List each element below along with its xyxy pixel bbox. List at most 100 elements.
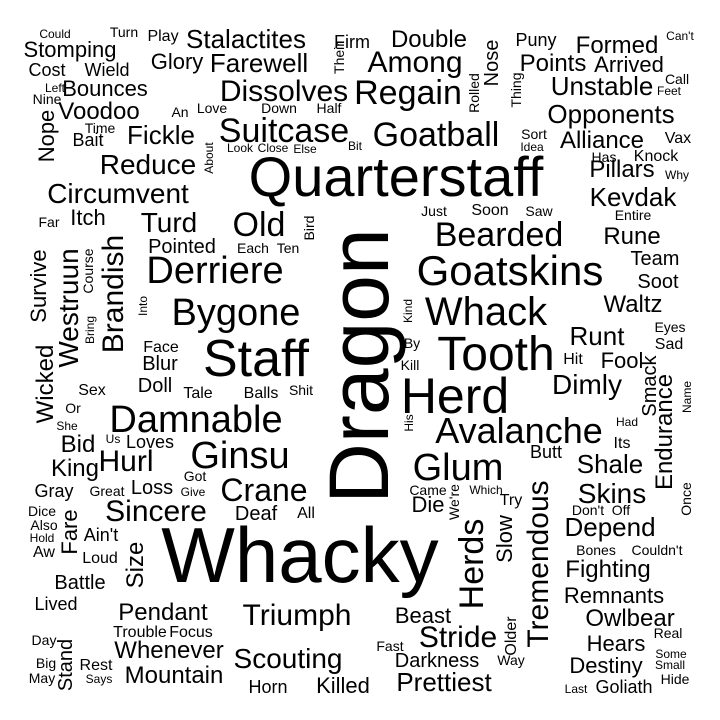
word-hurl: Hurl [98, 445, 153, 478]
word-whack: Whack [425, 290, 548, 334]
word-rolled: Rolled [466, 73, 482, 113]
word-day: Day [32, 632, 57, 648]
word-wicked: Wicked [32, 345, 59, 424]
word-crane: Crane [220, 472, 307, 508]
word-endurance: Endurance [651, 374, 678, 490]
word-loud: Loud [82, 550, 118, 567]
word-reduce: Reduce [100, 149, 197, 180]
word-down: Down [261, 100, 297, 116]
word-tremendous: Tremendous [522, 480, 555, 647]
word-turn: Turn [110, 24, 138, 40]
word-their: Their [331, 42, 347, 74]
word-westruun: Westruun [53, 248, 84, 367]
word-slow: Slow [492, 515, 517, 563]
word-stalactites: Stalactites [186, 24, 306, 54]
word-once: Once [678, 482, 694, 516]
word-hears: Hears [587, 631, 646, 656]
word-hit: Hit [563, 351, 583, 368]
word-name: Name [680, 381, 694, 413]
word-give: Give [181, 485, 206, 499]
word-goatskins: Goatskins [417, 247, 604, 294]
word-vax: Vax [665, 130, 691, 147]
word-tooth: Tooth [437, 328, 554, 381]
word-horn: Horn [248, 677, 287, 697]
word-try: Try [500, 492, 523, 509]
word-quarterstaff: Quarterstaff [249, 145, 544, 208]
word-staff: Staff [203, 330, 310, 388]
word-far: Far [39, 214, 60, 230]
word-goatball: Goatball [373, 116, 500, 154]
word-pendant: Pendant [118, 599, 208, 626]
word-pillars: Pillars [589, 156, 654, 183]
word-tale: Tale [183, 385, 212, 402]
word-avalanche: Avalanche [435, 410, 602, 451]
word-mountain: Mountain [125, 662, 224, 689]
word-came: Came [409, 482, 447, 498]
word-loss: Loss [131, 477, 173, 499]
word-rune: Rune [603, 223, 660, 250]
word-among: Among [367, 46, 462, 79]
word-butt: Butt [530, 442, 562, 462]
word-don-t: Don't [572, 502, 604, 518]
word-team: Team [631, 248, 680, 270]
word-herd: Herd [401, 368, 509, 424]
word-idea: Idea [520, 140, 544, 154]
word-dragon: Dragon [312, 228, 406, 504]
word-alliance: Alliance [560, 127, 644, 154]
word-by: By [404, 335, 420, 351]
word-whacky: Whacky [161, 511, 438, 599]
word-lived: Lived [34, 594, 77, 614]
word-small: Small [655, 658, 685, 672]
word-dimly: Dimly [552, 369, 622, 400]
word-kevdak: Kevdak [590, 182, 678, 212]
word-time: Time [85, 120, 116, 136]
word-couldn-t: Couldn't [632, 542, 683, 558]
word-focus: Focus [169, 624, 213, 641]
word-fickle: Fickle [127, 120, 195, 150]
word-entire: Entire [615, 207, 652, 223]
word-farewell: Farewell [210, 48, 308, 78]
word-fast: Fast [376, 638, 403, 654]
word-whenever: Whenever [114, 637, 223, 664]
word-ten: Ten [277, 240, 300, 256]
word-fool: Fool [601, 348, 644, 373]
word-doll: Doll [138, 375, 172, 397]
word-dice: Dice [28, 503, 56, 519]
word-waltz: Waltz [603, 291, 662, 318]
word-his: His [402, 414, 416, 431]
word-all: All [297, 505, 315, 522]
word-knock: Knock [634, 148, 679, 165]
word-big: Big [36, 655, 56, 671]
word-which: Which [469, 483, 502, 497]
word-older: Older [503, 616, 520, 656]
word-runt: Runt [570, 321, 626, 351]
word-shit: Shit [289, 382, 313, 398]
word-love: Love [197, 100, 228, 116]
word-look: Look [227, 141, 254, 155]
word-some: Some [655, 647, 687, 661]
word-just: Just [421, 203, 447, 219]
word-damnable: Damnable [109, 399, 282, 441]
word-herds: Herds [453, 519, 491, 610]
word-way: Way [497, 652, 524, 668]
word-bygone: Bygone [172, 292, 301, 334]
word-triumph: Triumph [243, 599, 352, 632]
word-darkness: Darkness [395, 650, 479, 672]
word-aw: Aw [33, 544, 55, 561]
word-size: Size [122, 542, 149, 589]
word-loves: Loves [126, 432, 174, 452]
word-wield: Wield [84, 60, 129, 80]
word-bearded: Bearded [435, 216, 564, 254]
word-rest: Rest [80, 657, 113, 674]
word-balls: Balls [244, 385, 279, 402]
word-sex: Sex [78, 382, 106, 399]
word-killed: Killed [316, 673, 370, 698]
word-else: Else [293, 142, 317, 156]
word-course: Course [80, 248, 96, 293]
word-sad: Sad [655, 336, 683, 353]
word-goliath: Goliath [595, 677, 652, 697]
word-glum: Glum [413, 447, 504, 489]
word-firm: Firm [334, 32, 370, 52]
word-die: Die [411, 492, 444, 517]
